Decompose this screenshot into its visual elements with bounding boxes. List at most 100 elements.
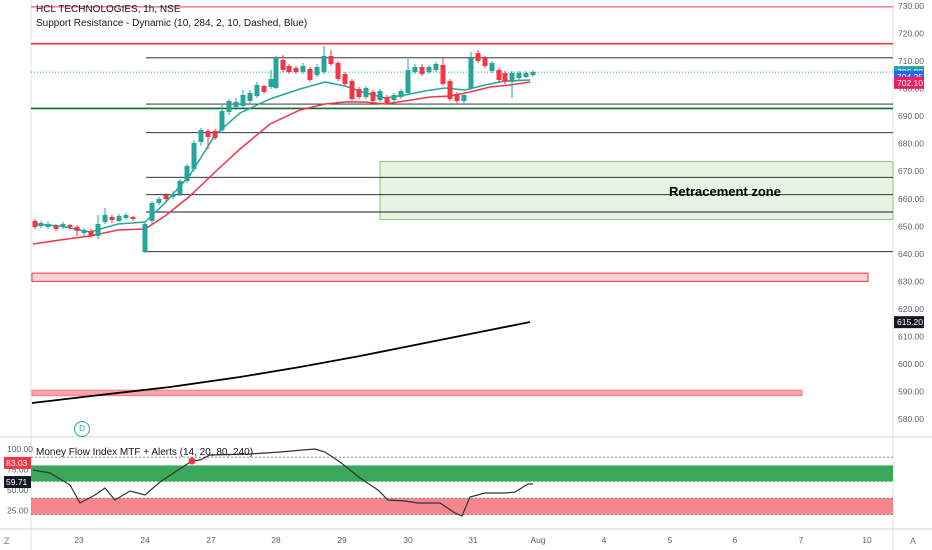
candle-41[interactable]: [321, 56, 327, 72]
candle-16[interactable]: [149, 203, 155, 221]
mfi-tick-label: 75.00: [7, 465, 29, 475]
candle-62[interactable]: [468, 58, 474, 88]
candle-15[interactable]: [142, 224, 148, 252]
candle-11[interactable]: [109, 217, 115, 220]
red-zone-upper[interactable]: [31, 272, 869, 282]
candle-60[interactable]: [454, 94, 460, 101]
candle-9[interactable]: [95, 224, 101, 236]
candle-46[interactable]: [356, 89, 362, 97]
candle-17[interactable]: [156, 199, 162, 203]
price-tick-label: 620.00: [898, 304, 924, 314]
trend-line[interactable]: [31, 321, 531, 404]
candle-52[interactable]: [398, 91, 404, 97]
candle-36[interactable]: [286, 66, 292, 72]
candle-21[interactable]: [184, 166, 190, 181]
mfi-line[interactable]: [32, 448, 533, 517]
candle-45[interactable]: [349, 81, 355, 99]
candle-44[interactable]: [342, 74, 348, 84]
candle-38[interactable]: [300, 66, 306, 72]
candle-31[interactable]: [254, 85, 260, 96]
candle-70[interactable]: [523, 73, 529, 77]
candle-71[interactable]: [530, 72, 536, 75]
candle-65[interactable]: [489, 63, 495, 71]
indicator-legend[interactable]: Support Resistance - Dynamic (10, 284, 2…: [36, 18, 308, 29]
candle-64[interactable]: [482, 58, 488, 66]
mfi-alert-dot[interactable]: [188, 457, 196, 465]
time-tick-label: 31: [468, 535, 478, 545]
ema-fast[interactable]: [32, 79, 531, 233]
mfi-legend[interactable]: Money Flow Index MTF + Alerts (14, 20, 8…: [36, 447, 254, 458]
candle-50[interactable]: [384, 97, 390, 103]
candle-7[interactable]: [81, 230, 87, 233]
candle-66[interactable]: [496, 70, 502, 80]
mfi-oversold-band[interactable]: [31, 498, 893, 515]
candle-6[interactable]: [74, 227, 80, 231]
candle-48[interactable]: [370, 92, 376, 101]
candle-28[interactable]: [233, 102, 239, 107]
candle-24[interactable]: [205, 131, 211, 137]
price-tick-label: 680.00: [898, 139, 924, 149]
candle-61[interactable]: [461, 95, 467, 101]
candle-4[interactable]: [60, 224, 66, 227]
dividend-marker[interactable]: D: [74, 421, 90, 437]
candle-37[interactable]: [293, 68, 299, 72]
mfi-overbought-band[interactable]: [31, 465, 893, 482]
candle-26[interactable]: [219, 111, 225, 130]
candle-10[interactable]: [102, 215, 108, 222]
candle-68[interactable]: [509, 73, 515, 82]
candle-42[interactable]: [328, 56, 334, 64]
candle-25[interactable]: [212, 131, 218, 138]
zoom-icon[interactable]: Z: [4, 536, 10, 546]
candle-5[interactable]: [67, 225, 73, 227]
candle-30[interactable]: [247, 93, 253, 101]
candle-19[interactable]: [170, 194, 176, 197]
retracement-label: Retracement zone: [669, 184, 781, 199]
candle-35[interactable]: [280, 60, 286, 70]
candle-57[interactable]: [433, 64, 439, 70]
candle-47[interactable]: [363, 88, 369, 97]
candle-67[interactable]: [502, 73, 508, 82]
ema-slow[interactable]: [32, 81, 531, 245]
candle-32[interactable]: [261, 86, 267, 92]
candle-59[interactable]: [447, 81, 453, 99]
candle-18[interactable]: [163, 195, 169, 199]
candle-69[interactable]: [516, 73, 522, 78]
chart-title[interactable]: HCL TECHNOLOGIES, 1h, NSE: [36, 4, 181, 15]
candle-34[interactable]: [273, 58, 279, 88]
candle-39[interactable]: [307, 69, 313, 80]
candle-49[interactable]: [377, 91, 383, 100]
candle-8[interactable]: [88, 231, 94, 236]
candle-40[interactable]: [314, 67, 320, 75]
candle-53[interactable]: [405, 70, 411, 93]
candle-13[interactable]: [123, 215, 129, 218]
time-tick-label: 4: [602, 535, 607, 545]
candle-33[interactable]: [268, 79, 274, 87]
candle-12[interactable]: [116, 216, 122, 221]
candle-1[interactable]: [38, 223, 44, 226]
price-tick-label: 660.00: [898, 194, 924, 204]
candle-43[interactable]: [335, 63, 341, 79]
price-tag-bg: [894, 316, 924, 329]
candle-3[interactable]: [53, 226, 59, 229]
price-tick-label: 650.00: [898, 221, 924, 231]
candle-2[interactable]: [45, 224, 51, 227]
retracement-zone[interactable]: [379, 161, 894, 220]
candle-27[interactable]: [226, 101, 232, 112]
candle-23[interactable]: [198, 130, 204, 142]
candle-22[interactable]: [191, 143, 197, 169]
auto-scale-button[interactable]: A: [910, 536, 917, 546]
candle-14[interactable]: [130, 217, 136, 219]
red-zone-lower[interactable]: [31, 389, 803, 397]
mfi-tag-bg: [4, 456, 31, 469]
candle-56[interactable]: [426, 67, 432, 72]
candle-54[interactable]: [412, 67, 418, 72]
candle-55[interactable]: [419, 67, 425, 74]
candle-58[interactable]: [440, 65, 446, 84]
candle-20[interactable]: [177, 181, 183, 194]
candle-0[interactable]: [32, 221, 38, 227]
candle-63[interactable]: [475, 53, 481, 61]
candle-29[interactable]: [240, 95, 246, 106]
candle-51[interactable]: [391, 95, 397, 100]
